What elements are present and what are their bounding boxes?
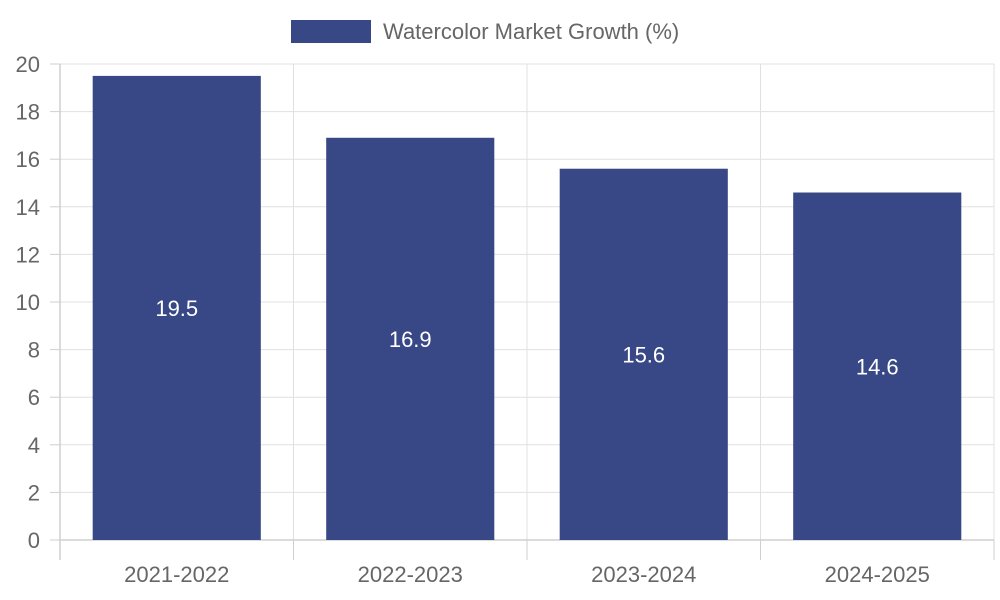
y-tick-label-10: 20 [16,52,40,77]
bar-value-label-2: 15.6 [622,342,665,367]
bar-2021-2022[interactable] [92,75,261,541]
bar-value-labels: 19.5 16.9 15.6 14.6 [155,296,898,379]
bar-value-label-0: 19.5 [155,296,198,321]
legend-swatch[interactable] [291,20,371,43]
bar-2022-2023[interactable] [326,137,495,540]
y-tick-label-1: 2 [28,480,40,505]
x-tick-label-3: 2024-2025 [825,562,930,587]
y-tick-label-6: 12 [16,242,40,267]
x-tick-label-1: 2022-2023 [358,562,463,587]
y-tick-label-0: 0 [28,528,40,553]
y-tick-label-7: 14 [16,195,40,220]
x-tick-label-2: 2023-2024 [591,562,696,587]
y-tick-label-9: 18 [16,100,40,125]
legend-label[interactable]: Watercolor Market Growth (%) [383,19,679,44]
bar-value-label-3: 14.6 [856,354,899,379]
y-tick-label-5: 10 [16,290,40,315]
y-axis-ticks: 0 2 4 6 8 10 12 14 16 18 20 [16,52,60,553]
y-tick-label-4: 8 [28,338,40,363]
x-tick-label-0: 2021-2022 [124,562,229,587]
x-axis-ticks: 2021-2022 2022-2023 2023-2024 2024-2025 [124,562,930,587]
y-tick-label-2: 4 [28,433,40,458]
bar-2024-2025[interactable] [793,192,962,540]
legend[interactable]: Watercolor Market Growth (%) [291,19,679,44]
y-tick-label-3: 6 [28,385,40,410]
bar-2023-2024[interactable] [559,168,728,540]
bars [92,75,962,541]
y-tick-label-8: 16 [16,147,40,172]
bar-value-label-1: 16.9 [389,327,432,352]
